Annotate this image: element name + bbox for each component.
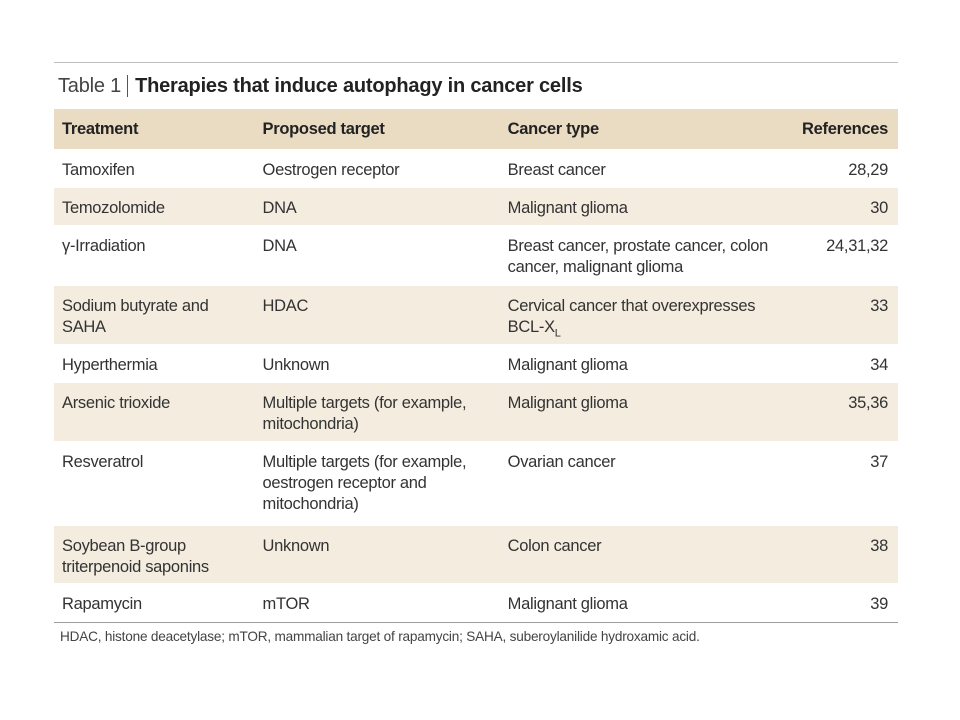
cell-references: 28,29	[848, 161, 888, 179]
cell-references: 33	[870, 297, 888, 315]
table-row: Soybean B-group triterpenoid saponins Un…	[54, 525, 898, 584]
table-row: Hyperthermia Unknown Malignant glioma 34	[54, 344, 898, 383]
cell-target: DNA	[262, 237, 297, 255]
table-row: Tamoxifen Oestrogen receptor Breast canc…	[54, 149, 898, 188]
cell-cancer-type: Ovarian cancer	[507, 453, 616, 472]
cell-target: DNA	[262, 199, 297, 217]
table-row: Temozolomide DNA Malignant glioma 30	[54, 187, 898, 226]
cell-target: Multiple targets (for example, mitochond…	[262, 394, 467, 434]
cell-treatment: Temozolomide	[62, 199, 165, 217]
header-references: References	[802, 119, 888, 138]
cell-cancer-type: Malignant glioma	[507, 595, 628, 614]
cell-target: HDAC	[262, 297, 309, 315]
table-caption: Therapies that induce autophagy in cance…	[135, 74, 583, 97]
cancer-type-subscript: L	[554, 327, 561, 340]
cell-treatment: Soybean B-group triterpenoid saponins	[62, 537, 209, 577]
table-title: Table 1 Therapies that induce autophagy …	[54, 63, 898, 109]
table-label: Table 1	[58, 74, 122, 97]
cell-treatment: Rapamycin	[62, 595, 142, 614]
table-row: Resveratrol Multiple targets (for exampl…	[54, 441, 898, 526]
cell-target: Unknown	[262, 537, 330, 556]
cancer-type-text: Cervical cancer that overexpresses BCL-X	[507, 297, 756, 336]
header-row: Treatment Proposed target Cancer type Re…	[54, 109, 898, 150]
cell-target: Unknown	[262, 356, 330, 375]
top-rule	[54, 62, 898, 63]
table-row: Arsenic trioxide Multiple targets (for e…	[54, 382, 898, 442]
autophagy-therapies-table: Treatment Proposed target Cancer type Re…	[54, 109, 898, 622]
cell-references: 24,31,32	[826, 237, 888, 255]
cell-treatment: Hyperthermia	[62, 356, 158, 375]
cell-references: 38	[870, 537, 888, 556]
table-figure: Table 1 Therapies that induce autophagy …	[54, 62, 898, 644]
title-separator	[127, 75, 129, 97]
table-row: Sodium butyrate and SAHA HDAC Cervical c…	[54, 285, 898, 345]
cell-cancer-type: Colon cancer	[507, 537, 602, 556]
cell-treatment: γ-Irradiation	[62, 237, 146, 255]
cell-cancer-type: Cervical cancer that overexpresses BCL-X…	[500, 286, 794, 345]
table-row: γ-Irradiation DNA Breast cancer, prostat…	[54, 225, 898, 286]
cell-treatment: Sodium butyrate and SAHA	[62, 297, 209, 336]
cell-target: Oestrogen receptor	[262, 161, 400, 179]
bottom-rule	[54, 621, 898, 623]
cell-references: 39	[870, 595, 888, 614]
cell-cancer-type: Malignant glioma	[507, 199, 628, 217]
cell-cancer-type: Malignant glioma	[507, 394, 628, 413]
cell-target: Multiple targets (for example, oestrogen…	[262, 453, 467, 514]
cell-references: 37	[870, 453, 888, 472]
table-row: Rapamycin mTOR Malignant glioma 39	[54, 583, 898, 622]
cell-treatment: Resveratrol	[62, 453, 144, 472]
cell-references: 30	[870, 199, 888, 217]
cell-treatment: Tamoxifen	[62, 161, 135, 179]
cell-cancer-type: Malignant glioma	[507, 356, 628, 375]
cell-cancer-type: Breast cancer, prostate cancer, colon ca…	[507, 237, 769, 276]
header-cancer-type: Cancer type	[507, 119, 599, 138]
cell-references: 35,36	[848, 394, 888, 413]
table-footnote: HDAC, histone deacetylase; mTOR, mammali…	[60, 628, 700, 644]
header-proposed-target: Proposed target	[262, 119, 385, 138]
header-treatment: Treatment	[62, 119, 139, 138]
cell-target: mTOR	[262, 595, 310, 614]
cell-references: 34	[870, 356, 888, 375]
cell-treatment: Arsenic trioxide	[62, 394, 170, 413]
cell-cancer-type: Breast cancer	[507, 161, 606, 179]
